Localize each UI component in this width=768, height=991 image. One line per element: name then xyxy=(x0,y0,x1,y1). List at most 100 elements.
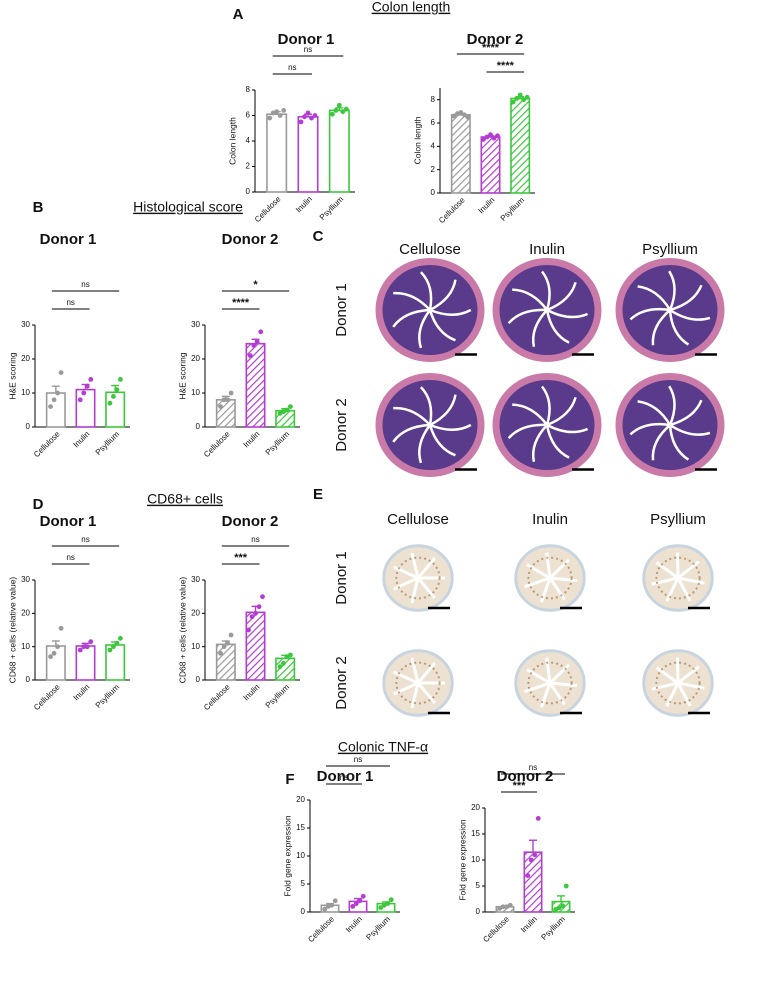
x-tick-label: Psyllium xyxy=(499,195,527,223)
data-point xyxy=(88,377,94,382)
x-tick-label: Psyllium xyxy=(539,914,567,942)
crypt-line xyxy=(637,285,672,311)
x-tick-label: Cellulose xyxy=(202,429,232,459)
column-label: Cellulose xyxy=(387,511,449,528)
y-tick-label: 4 xyxy=(431,141,436,150)
stain-ring xyxy=(395,556,441,600)
panel-letter: F xyxy=(285,771,294,788)
data-point xyxy=(305,110,311,116)
panel-title: Colon length xyxy=(372,0,451,15)
bar xyxy=(450,114,471,194)
crypt-line xyxy=(418,309,431,349)
crypt-line xyxy=(629,307,671,321)
data-point xyxy=(491,135,497,141)
chart-title: Donor 1 xyxy=(278,31,335,48)
data-point xyxy=(221,644,227,650)
y-tick-label: 30 xyxy=(191,575,200,584)
crypt-line xyxy=(669,423,711,436)
data-point xyxy=(336,102,342,108)
data-point xyxy=(524,94,530,100)
data-point xyxy=(357,898,363,904)
data-point xyxy=(228,632,234,638)
y-tick-label: 20 xyxy=(21,354,30,363)
bar xyxy=(45,392,66,428)
data-point xyxy=(284,407,290,413)
x-tick-label: Inulin xyxy=(477,196,497,216)
y-tick-label: 10 xyxy=(296,851,305,860)
crypt-line xyxy=(668,424,690,461)
data-point xyxy=(267,115,273,121)
data-point xyxy=(51,650,57,656)
x-tick-label: Psyllium xyxy=(94,682,122,710)
x-tick-label: Inulin xyxy=(242,430,262,450)
data-point xyxy=(360,893,366,899)
data-point xyxy=(55,390,60,396)
crypt-line xyxy=(416,557,436,579)
significance-label: ns xyxy=(304,45,312,54)
data-point xyxy=(114,387,120,392)
x-tick-label: Inulin xyxy=(519,915,539,935)
crypt-line xyxy=(668,270,676,311)
crypt-line xyxy=(637,400,672,426)
crypt-line xyxy=(418,424,431,464)
stain-ring xyxy=(527,661,573,705)
crypt-line xyxy=(410,657,420,684)
data-point xyxy=(118,377,123,382)
data-point xyxy=(48,654,53,660)
significance-label: ns xyxy=(288,63,296,72)
crypt-line xyxy=(676,682,692,707)
y-tick-label: 20 xyxy=(471,803,480,812)
crypt-line xyxy=(545,424,570,459)
y-axis-label: CD68 + cells (relative value) xyxy=(7,577,17,684)
data-point xyxy=(88,639,94,645)
crypt-line xyxy=(532,424,548,462)
crypt-line xyxy=(419,386,433,426)
data-point xyxy=(58,625,64,631)
data-point xyxy=(451,113,457,119)
data-point xyxy=(322,906,328,912)
significance-label: *** xyxy=(513,780,527,792)
data-point xyxy=(458,110,464,115)
data-point xyxy=(111,644,116,650)
stain-ring xyxy=(655,661,701,705)
x-tick-label: Inulin xyxy=(72,430,92,450)
crypt-line xyxy=(669,284,703,312)
data-point xyxy=(118,635,123,641)
crypt-line xyxy=(651,309,671,346)
data-point xyxy=(288,652,293,658)
data-point xyxy=(521,97,527,103)
panel-letter: D xyxy=(33,496,44,513)
x-tick-label: Cellulose xyxy=(32,682,62,712)
x-tick-label: Cellulose xyxy=(481,914,511,944)
data-point xyxy=(488,132,493,138)
data-point xyxy=(333,108,339,113)
y-tick-label: 8 xyxy=(246,85,251,94)
y-axis-label: H&E scoring xyxy=(7,352,17,400)
y-tick-label: 30 xyxy=(21,320,30,329)
panel-title: CD68+ cells xyxy=(147,491,223,507)
data-point xyxy=(329,902,335,908)
data-point xyxy=(312,113,318,118)
data-point xyxy=(111,394,116,399)
data-point xyxy=(309,115,314,121)
data-point xyxy=(525,873,531,878)
crypt-line xyxy=(392,423,431,443)
row-label: Donor 1 xyxy=(333,283,350,336)
bar xyxy=(297,115,319,193)
significance-label: ns xyxy=(81,280,89,289)
y-tick-label: 10 xyxy=(21,388,30,397)
crypt-line xyxy=(677,681,705,690)
chart-title: Donor 2 xyxy=(222,513,279,530)
crypt-line xyxy=(416,682,436,704)
panel-letter: C xyxy=(313,228,324,245)
x-tick-label: Psyllium xyxy=(318,194,346,222)
y-tick-label: 0 xyxy=(431,188,436,197)
crypt-line xyxy=(539,682,552,708)
y-tick-label: 10 xyxy=(191,388,200,397)
data-point xyxy=(510,99,516,105)
crypt-line xyxy=(410,682,420,709)
row-label: Donor 2 xyxy=(333,656,350,709)
x-tick-label: Cellulose xyxy=(253,194,283,224)
significance-label: **** xyxy=(232,297,250,309)
